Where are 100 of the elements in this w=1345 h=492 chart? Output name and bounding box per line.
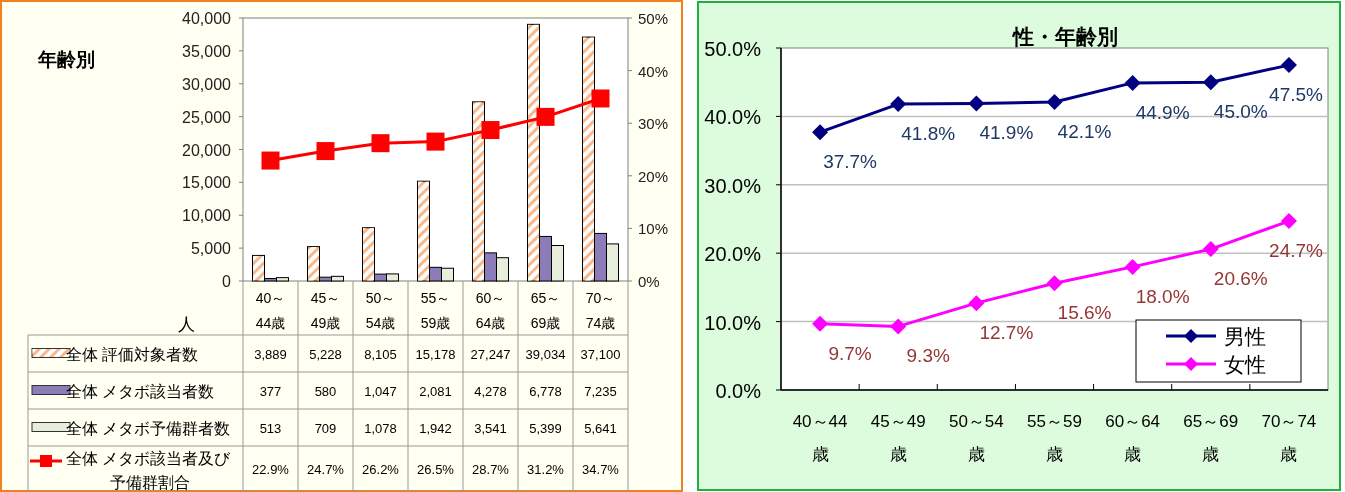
point <box>1046 275 1063 292</box>
legend-label: 男性 <box>1224 325 1266 348</box>
point <box>316 142 335 161</box>
legend-label: 全体 メタボ予備群者数 <box>66 419 231 437</box>
y-tick-label: 15,000 <box>182 174 232 192</box>
y2-tick-label: 0% <box>638 273 660 290</box>
data-label: 7,235 <box>584 383 617 399</box>
data-label: 6,778 <box>529 383 562 399</box>
point <box>481 121 500 140</box>
data-label: 513 <box>259 420 282 436</box>
y-tick-label: 25,000 <box>182 108 232 126</box>
x-tick-label: 60～64歳 <box>475 290 506 331</box>
text: 年齢別 <box>37 49 95 70</box>
data-label: 37.7% <box>823 151 878 173</box>
y-tick-label: 20,000 <box>182 141 232 159</box>
x-tick-label: 45～49歳 <box>310 290 341 331</box>
y2-tick-label: 30% <box>638 115 669 133</box>
point <box>591 89 610 108</box>
data-label: 34.7% <box>582 462 620 477</box>
y2-tick-label: 10% <box>638 220 669 238</box>
y-tick-label: 30.0% <box>704 174 762 197</box>
x-tick-label: 45～49歳 <box>870 412 926 464</box>
point <box>536 107 555 126</box>
data-label: 26.5% <box>417 462 455 477</box>
data-label: 47.5% <box>1269 84 1324 106</box>
data-label: 3,889 <box>254 346 287 362</box>
data-label: 31.2% <box>527 462 565 477</box>
data-label: 37,100 <box>580 346 621 362</box>
data-label: 12.7% <box>979 322 1034 344</box>
x-tick-label: 65～69歳 <box>530 290 561 331</box>
data-label: 580 <box>314 383 337 399</box>
y-tick-label: 20.0% <box>704 243 762 266</box>
data-label: 41.9% <box>979 122 1034 144</box>
legend-label: 女性 <box>1224 353 1266 376</box>
data-label: 3,541 <box>474 420 507 436</box>
y2-tick-label: 50% <box>638 10 669 27</box>
point <box>1124 74 1141 91</box>
data-label: 709 <box>314 420 337 436</box>
y-tick-label: 35,000 <box>182 42 232 60</box>
chart-title: 性・年齢別 <box>1010 25 1118 48</box>
legend-label: 全体 評価対象者数 <box>66 345 199 363</box>
data-label: 24.7% <box>1269 240 1324 262</box>
point <box>812 315 829 332</box>
point <box>890 96 907 113</box>
x-tick-label: 50～54歳 <box>948 412 1004 464</box>
data-label: 18.0% <box>1135 285 1190 307</box>
y-tick-label: 0.0% <box>715 380 762 402</box>
data-label: 39,034 <box>525 346 566 362</box>
data-label: 8,105 <box>364 346 397 362</box>
point <box>1124 258 1141 275</box>
y-tick-label: 40.0% <box>704 106 762 129</box>
y-axis-title: 人 <box>177 315 195 334</box>
point <box>1202 241 1219 258</box>
y-tick-label: 30,000 <box>182 75 232 93</box>
y-tick-label: 0 <box>222 273 232 290</box>
point <box>890 318 907 335</box>
data-label: 377 <box>259 383 282 399</box>
data-label: 5,228 <box>309 346 342 362</box>
data-label: 1,942 <box>419 420 452 436</box>
point <box>1280 213 1297 230</box>
data-label: 2,081 <box>419 383 452 399</box>
y-tick-label: 40,000 <box>182 10 232 27</box>
legend-label: 全体 メタボ該当者数 <box>66 382 215 400</box>
x-tick-label: 65～69歳 <box>1183 412 1239 464</box>
point <box>261 151 280 170</box>
data-label: 44.9% <box>1135 101 1190 123</box>
point <box>426 132 445 151</box>
data-label: 20.6% <box>1213 268 1268 290</box>
y-tick-label: 50.0% <box>704 38 762 60</box>
data-label: 42.1% <box>1057 121 1112 143</box>
data-label: 15,178 <box>415 346 456 362</box>
data-label: 4,278 <box>474 383 507 399</box>
data-label: 5,641 <box>584 420 617 436</box>
x-tick-label: 60～64歳 <box>1105 412 1161 464</box>
legend-label: 全体 メタボ該当者及び予備群割合 <box>66 450 232 491</box>
data-label: 9.7% <box>828 342 872 364</box>
point <box>1046 94 1063 111</box>
point <box>1280 57 1297 74</box>
data-label: 28.7% <box>472 462 510 477</box>
data-label: 27,247 <box>470 346 511 362</box>
y-tick-label: 10.0% <box>704 311 762 334</box>
data-label: 24.7% <box>307 462 345 477</box>
x-tick-label: 70～74歳 <box>1261 412 1317 464</box>
x-tick-label: 40～44歳 <box>255 290 286 331</box>
data-label: 22.9% <box>252 462 290 477</box>
point <box>371 134 390 153</box>
x-tick-label: 55～59歳 <box>1027 412 1082 464</box>
data-label: 26.2% <box>362 462 400 477</box>
point <box>812 124 829 141</box>
data-label: 1,078 <box>364 420 397 436</box>
data-label: 41.8% <box>901 123 956 145</box>
y2-tick-label: 40% <box>638 62 669 80</box>
y-tick-label: 10,000 <box>182 207 232 225</box>
x-tick-label: 50～54歳 <box>365 290 396 331</box>
point <box>968 95 985 112</box>
data-label: 5,399 <box>529 420 562 436</box>
x-tick-label: 40～44歳 <box>792 412 848 464</box>
y-tick-label: 5,000 <box>190 240 232 258</box>
y2-tick-label: 20% <box>638 167 669 185</box>
point <box>1202 74 1219 91</box>
